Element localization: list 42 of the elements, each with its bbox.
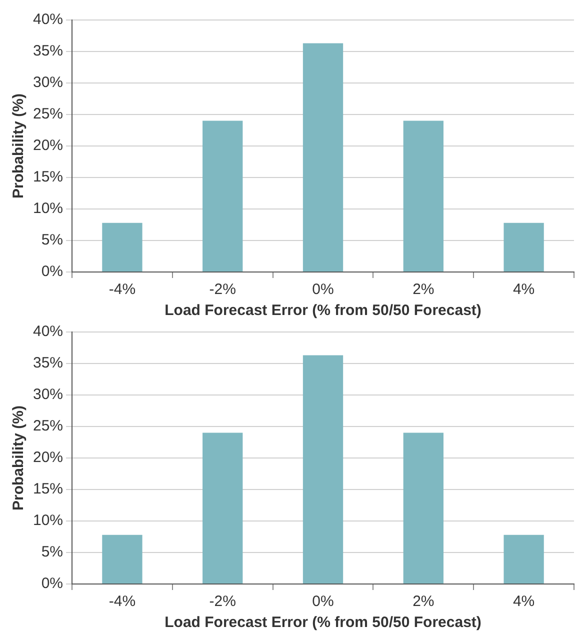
bar <box>504 534 544 584</box>
x-tick-label: 2% <box>412 593 434 610</box>
bar <box>302 355 344 584</box>
y-tick-label: 20% <box>32 137 64 154</box>
x-tick-label: -2% <box>209 281 236 298</box>
y-tick-label: 25% <box>32 418 64 435</box>
bar <box>302 43 344 272</box>
y-tick-label: 20% <box>32 449 64 466</box>
y-tick-label: 35% <box>32 42 64 60</box>
y-tick-label: 35% <box>32 354 64 372</box>
y-tick-label: 5% <box>41 544 64 561</box>
x-axis-title: Load Forecast Error (% from 50/50 Forecast) <box>164 302 482 320</box>
y-tick-label: 40% <box>32 323 64 340</box>
x-tick-label: -2% <box>209 593 236 610</box>
bar <box>202 432 243 584</box>
y-tick-label: 15% <box>32 168 64 186</box>
y-tick-label: 40% <box>32 11 64 28</box>
x-tick-label: 0% <box>312 593 334 610</box>
y-tick-label: 30% <box>32 386 64 404</box>
y-tick-label: 10% <box>32 512 64 530</box>
y-tick-label: 25% <box>32 106 64 123</box>
y-tick-label: 15% <box>32 480 64 498</box>
y-tick-label: 5% <box>41 232 64 249</box>
bar <box>202 120 243 272</box>
x-tick-label: 0% <box>312 281 334 298</box>
x-tick-label: 4% <box>512 281 535 298</box>
y-axis-title: Probability (%) <box>10 93 28 199</box>
y-tick-label: 0% <box>41 263 64 280</box>
bar <box>102 534 142 584</box>
x-axis-title: Load Forecast Error (% from 50/50 Forecast) <box>164 614 482 632</box>
y-tick-label: 10% <box>32 200 64 218</box>
x-tick-label: 4% <box>512 593 535 610</box>
x-tick-label: -4% <box>108 281 136 298</box>
y-tick-label: 0% <box>41 575 64 592</box>
bar <box>403 432 444 584</box>
y-axis-title: Probability (%) <box>10 405 28 511</box>
bar <box>102 222 142 272</box>
bar <box>504 222 544 272</box>
y-tick-label: 30% <box>32 74 64 92</box>
x-tick-label: -4% <box>108 593 136 610</box>
x-tick-label: 2% <box>412 281 434 298</box>
bar <box>403 120 444 272</box>
